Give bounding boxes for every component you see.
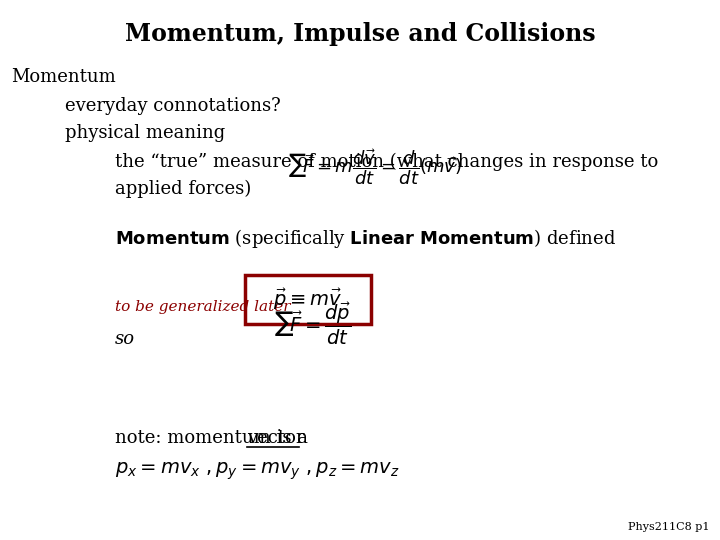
Text: applied forces): applied forces): [115, 179, 251, 198]
Text: everyday connotations?: everyday connotations?: [65, 97, 281, 115]
Text: Momentum: Momentum: [11, 68, 115, 85]
Text: vector: vector: [247, 429, 305, 447]
Text: to be generalized later: to be generalized later: [115, 300, 291, 314]
Text: $\mathbf{Momentum}$ (specifically $\mathbf{Linear\ Momentum}$) defined: $\mathbf{Momentum}$ (specifically $\math…: [115, 227, 616, 250]
Text: physical meaning: physical meaning: [65, 124, 225, 142]
FancyBboxPatch shape: [245, 275, 371, 324]
Text: $p_x = mv_x\ , p_y = mv_y\ , p_z = mv_z$: $p_x = mv_x\ , p_y = mv_y\ , p_z = mv_z$: [115, 460, 400, 482]
Text: Momentum, Impulse and Collisions: Momentum, Impulse and Collisions: [125, 22, 595, 45]
Text: so: so: [115, 330, 135, 348]
Text: $\vec{p} \equiv m\vec{v}$: $\vec{p} \equiv m\vec{v}$: [273, 287, 343, 312]
Text: $\sum\!\vec{F} = \dfrac{d\vec{p}}{dt}$: $\sum\!\vec{F} = \dfrac{d\vec{p}}{dt}$: [274, 301, 351, 347]
Text: Phys211C8 p1: Phys211C8 p1: [628, 522, 709, 532]
Text: $\sum\!\vec{F} = m\dfrac{d\vec{v}}{dt} = \dfrac{d}{dt}(m\vec{v})$: $\sum\!\vec{F} = m\dfrac{d\vec{v}}{dt} =…: [288, 147, 462, 187]
Text: the “true” measure of motion (what changes in response to: the “true” measure of motion (what chang…: [115, 152, 659, 171]
Text: note: momentum is a: note: momentum is a: [115, 429, 314, 447]
